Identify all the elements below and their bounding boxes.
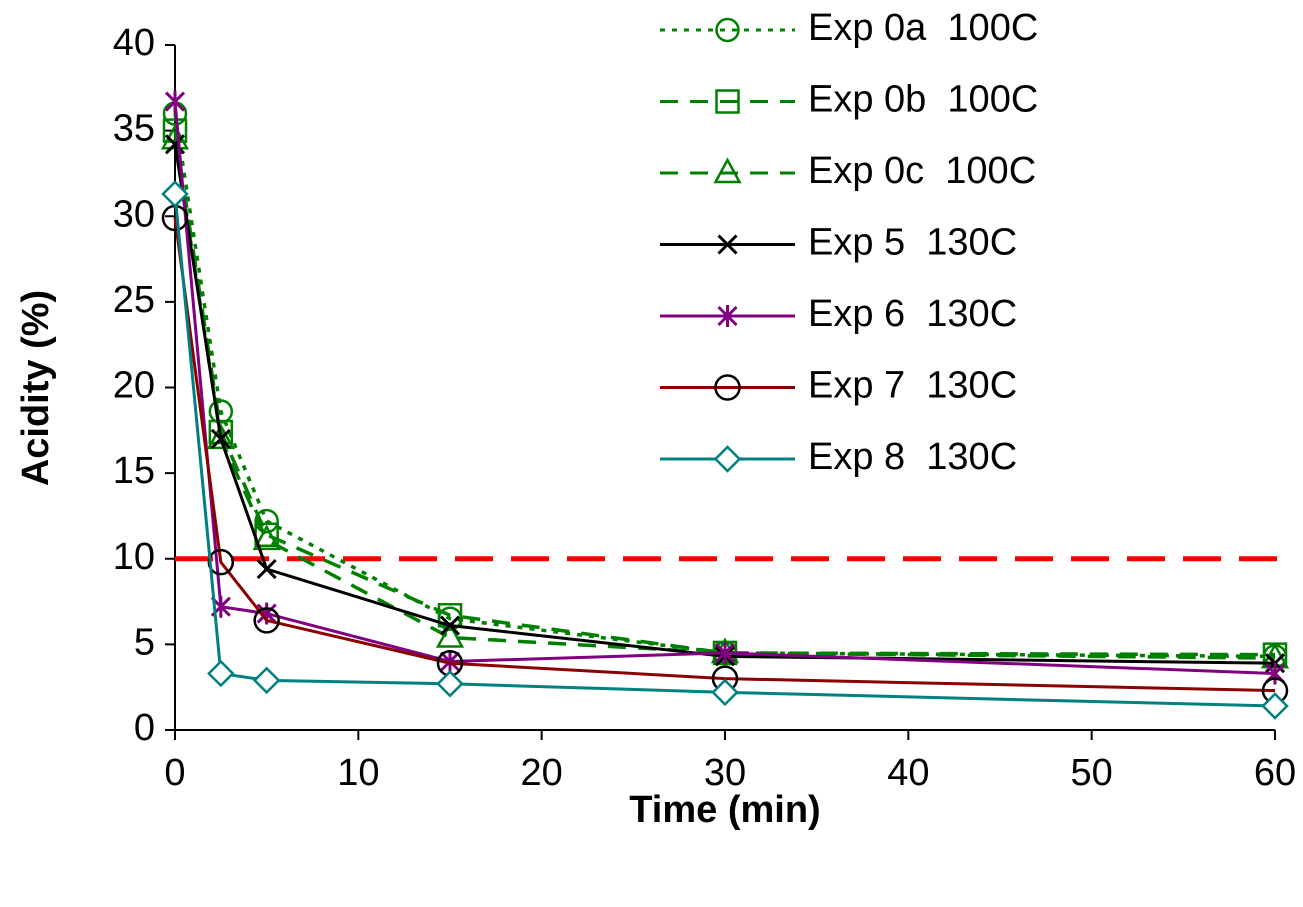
data-point	[436, 669, 464, 698]
legend-item: Exp 8 130C	[660, 436, 1017, 478]
legend-marker	[713, 157, 742, 184]
y-tick-label: 10	[113, 536, 155, 578]
series-line	[173, 130, 1276, 657]
legend-item: Exp 6 130C	[660, 293, 1017, 335]
legend-label: Exp 8 130C	[808, 436, 1017, 478]
data-point	[164, 134, 186, 155]
legend-label: Exp 0b 100C	[808, 79, 1038, 121]
legend-label: Exp 7 130C	[808, 365, 1017, 407]
data-point	[207, 659, 235, 688]
legend-item: Exp 5 130C	[660, 222, 1017, 264]
legend-marker	[713, 445, 742, 473]
data-point	[252, 666, 281, 695]
series-1	[162, 101, 1288, 669]
series-line	[173, 101, 1276, 675]
legend-marker	[717, 234, 738, 255]
legend-marker	[714, 374, 741, 401]
legend-label: Exp 5 130C	[808, 222, 1017, 264]
data-point	[206, 423, 235, 450]
data-point	[161, 180, 189, 208]
y-tick-label: 0	[134, 707, 155, 749]
series-4	[164, 134, 1286, 674]
legend-marker	[717, 305, 738, 327]
y-tick-label: 20	[113, 365, 155, 407]
legend-item: Exp 0a 100C	[660, 7, 1038, 49]
series-line	[173, 113, 1276, 659]
axes: 0 5 10 15 20 25 30 35 40 0 10 20 30 40 50 60	[113, 22, 1296, 794]
series-line	[173, 193, 1276, 708]
y-tick-label: 15	[113, 450, 155, 492]
legend-item: Exp 0b 100C	[660, 79, 1038, 121]
data-point	[164, 90, 186, 113]
series-line	[173, 217, 1276, 693]
x-tick-label: 50	[1071, 752, 1113, 794]
y-axis-title: Acidity (%)	[15, 290, 57, 486]
legend-marker	[715, 89, 740, 114]
data-point	[254, 508, 279, 534]
series-5	[164, 90, 1286, 685]
series-7	[161, 180, 1289, 720]
data-point	[208, 399, 234, 424]
data-point	[439, 650, 461, 673]
y-tick-label: 5	[134, 621, 155, 663]
y-tick-label: 35	[113, 108, 155, 150]
legend-label: Exp 0a 100C	[808, 7, 1038, 49]
x-tick-label: 40	[887, 752, 929, 794]
y-tick-label: 30	[113, 193, 155, 235]
x-tick-label: 20	[521, 752, 563, 794]
y-tick-label: 25	[113, 279, 155, 321]
legend-item: Exp 0c 100C	[660, 150, 1036, 192]
x-tick-label: 30	[704, 752, 746, 794]
series-2	[162, 118, 1288, 667]
data-point	[711, 678, 739, 707]
x-tick-label: 0	[164, 752, 185, 794]
series-line	[173, 144, 1276, 665]
data-point	[256, 558, 277, 580]
legend-label: Exp 0c 100C	[808, 150, 1036, 192]
x-tick-label: 10	[337, 752, 379, 794]
data-point	[1261, 692, 1289, 720]
data-point	[714, 641, 736, 664]
series-3	[160, 123, 1290, 669]
data-point	[439, 615, 461, 636]
legend: Exp 0a 100C Exp 0b 100C Exp 0c 100C Exp 5 1…	[660, 7, 1038, 478]
legend-item: Exp 7 130C	[660, 365, 1017, 407]
data-point	[253, 607, 280, 634]
y-tick-label: 40	[113, 22, 155, 64]
series-group	[160, 90, 1290, 720]
data-point	[210, 428, 231, 449]
x-axis-title: Time (min)	[629, 789, 820, 831]
legend-label: Exp 6 130C	[808, 293, 1017, 335]
legend-marker	[715, 17, 740, 43]
data-point	[435, 621, 465, 648]
x-tick-label: 60	[1254, 752, 1296, 794]
data-point	[252, 524, 281, 551]
